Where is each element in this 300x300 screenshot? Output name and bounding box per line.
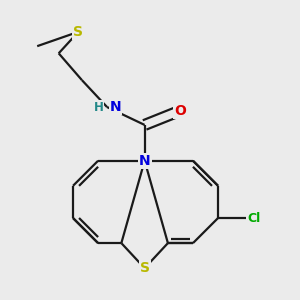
Text: S: S bbox=[74, 25, 83, 39]
Text: N: N bbox=[139, 154, 150, 168]
Text: H: H bbox=[94, 100, 103, 113]
Text: O: O bbox=[175, 103, 186, 118]
Text: N: N bbox=[110, 100, 122, 114]
Text: S: S bbox=[140, 261, 150, 275]
Text: Cl: Cl bbox=[247, 212, 260, 224]
